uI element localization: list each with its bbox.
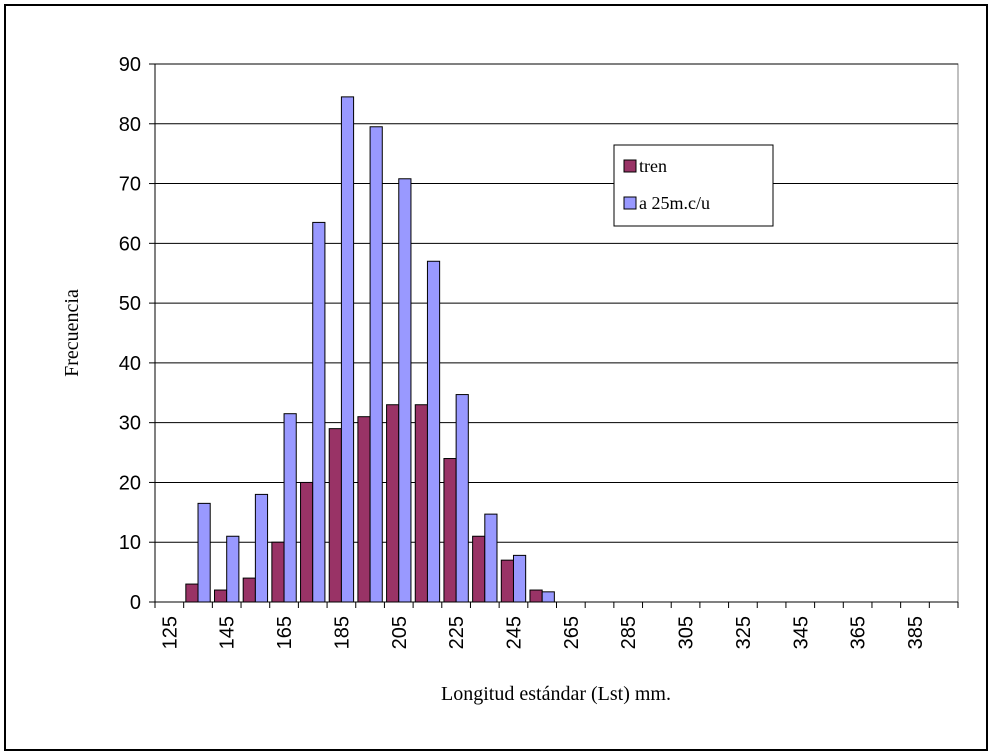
- x-tick-label: 125: [159, 616, 181, 649]
- x-tick-label: 265: [561, 616, 583, 649]
- plot-area: [154, 63, 959, 603]
- bar: [500, 559, 514, 603]
- bar: [484, 513, 498, 603]
- bar: [455, 394, 469, 603]
- x-tick-label: 165: [274, 616, 296, 649]
- x-tick-label: 305: [676, 616, 698, 649]
- x-tick-label: 185: [331, 616, 353, 649]
- bar: [271, 541, 285, 603]
- bar: [357, 416, 371, 603]
- bar: [197, 502, 211, 603]
- bar: [386, 404, 400, 603]
- x-axis-label: Longitud estándar (Lst) mm.: [441, 683, 671, 705]
- y-tick-label: 90: [119, 54, 141, 76]
- bar: [414, 404, 428, 603]
- bar: [443, 458, 457, 603]
- y-tick-label: 80: [119, 114, 141, 136]
- legend-box: [613, 144, 774, 227]
- bar: [541, 591, 555, 603]
- bar: [312, 221, 326, 603]
- legend-label: tren: [639, 156, 667, 176]
- x-tick-label: 325: [733, 616, 755, 649]
- y-tick-label: 40: [119, 353, 141, 375]
- x-tick-label: 365: [848, 616, 870, 649]
- bar: [472, 535, 486, 603]
- bar: [254, 493, 269, 603]
- bar: [398, 178, 412, 603]
- bar: [512, 554, 527, 603]
- y-tick-label: 0: [130, 592, 141, 614]
- bar: [340, 96, 355, 603]
- x-tick-label: 245: [503, 616, 525, 649]
- bar: [242, 577, 256, 603]
- bar: [214, 589, 228, 603]
- bar: [300, 481, 314, 603]
- x-tick-label: 145: [217, 616, 239, 649]
- bar: [185, 583, 199, 603]
- x-tick-label: 345: [790, 616, 812, 649]
- legend-swatch: [623, 159, 637, 173]
- y-tick-label: 70: [119, 174, 141, 196]
- x-tick-label: 225: [446, 616, 468, 649]
- x-tick-label: 205: [389, 616, 411, 649]
- y-tick-label: 50: [119, 293, 141, 315]
- bar: [328, 428, 342, 603]
- bar: [426, 260, 441, 603]
- y-tick-label: 10: [119, 532, 141, 554]
- bar: [369, 126, 383, 603]
- legend-label: a 25m.c/u: [639, 193, 710, 213]
- y-tick-label: 20: [119, 472, 141, 494]
- y-tick-label: 30: [119, 413, 141, 435]
- legend-swatch: [623, 196, 637, 210]
- x-tick-label: 285: [618, 616, 640, 649]
- y-tick-label: 60: [119, 233, 141, 255]
- bar: [529, 589, 543, 603]
- bar: [283, 413, 297, 603]
- x-tick-label: 385: [905, 616, 927, 649]
- bar: [226, 535, 240, 603]
- y-axis-label: Frecuencia: [61, 289, 83, 377]
